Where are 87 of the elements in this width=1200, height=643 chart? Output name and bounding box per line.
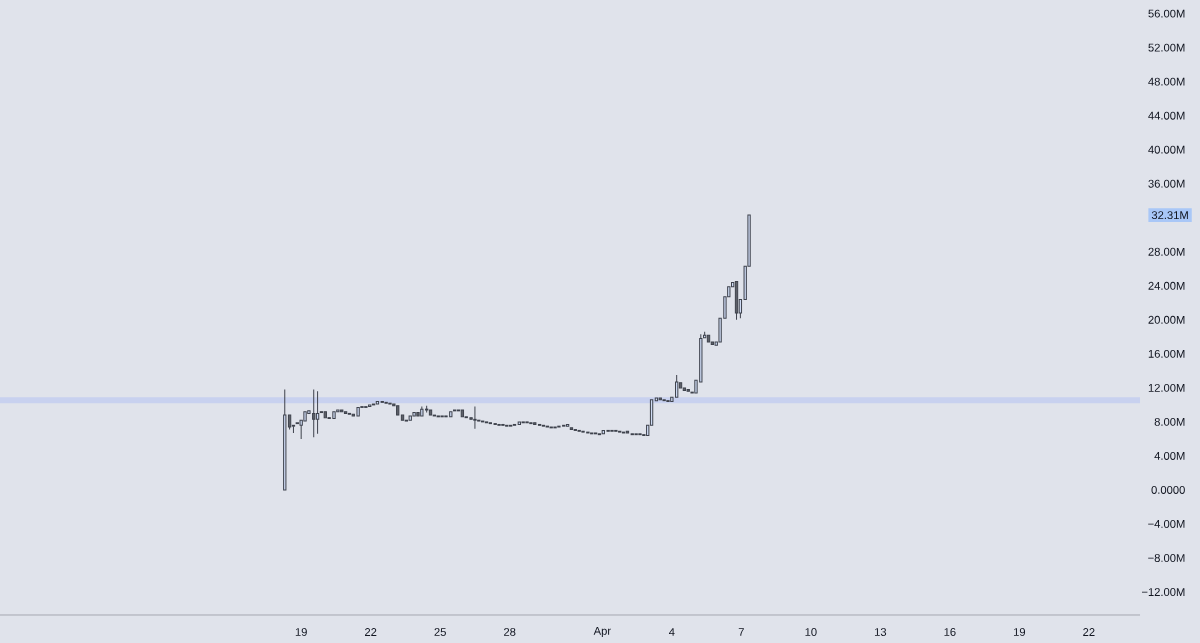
candlestick [323, 411, 327, 419]
x-tick-label: 7 [738, 628, 744, 636]
y-tick-label: 16.00M [1148, 349, 1185, 358]
candlestick [340, 409, 344, 413]
candlestick [577, 429, 581, 432]
x-tick-label: 13 [874, 628, 887, 636]
candlestick [529, 422, 533, 425]
candlestick [537, 423, 542, 426]
candlestick [553, 426, 557, 429]
x-tick-label: 4 [668, 628, 675, 636]
candlestick [384, 401, 388, 404]
x-tick-label: 19 [1013, 628, 1026, 636]
candlestick [545, 425, 549, 428]
x-tick-label: 25 [434, 628, 446, 636]
candlestick [512, 423, 517, 426]
candlestick [541, 424, 546, 427]
candlestick [473, 406, 477, 430]
x-tick-label: 22 [365, 628, 377, 636]
y-tick-label: 44.00M [1148, 111, 1185, 120]
y-tick-label: 48.00M [1148, 77, 1185, 86]
candlestick [703, 331, 707, 339]
candlestick [488, 422, 493, 425]
candlestick [380, 400, 384, 403]
x-tick-label: 28 [504, 628, 516, 636]
candlestick [593, 432, 598, 435]
candlestick [343, 411, 348, 414]
candlestick [295, 422, 299, 425]
candlestick [505, 424, 509, 427]
candlestick [428, 409, 433, 416]
candlestick [388, 402, 392, 405]
candlestick [610, 429, 614, 432]
candlestick [453, 409, 457, 412]
y-tick-label: 20.00M [1148, 315, 1185, 324]
y-tick-label: 24.00M [1148, 281, 1185, 290]
y-tick-label: −12.00M [1141, 588, 1185, 596]
candlestick [734, 281, 739, 321]
candlestick [460, 409, 465, 418]
text: 32.31M [1151, 211, 1188, 220]
y-tick-label: 56.00M [1148, 9, 1185, 18]
candlestick [630, 433, 634, 436]
candlestick [508, 424, 513, 427]
candlestick [706, 334, 711, 343]
y-tick-label: 36.00M [1148, 179, 1185, 188]
candlestick [497, 423, 501, 426]
y-tick-label: −8.00M [1148, 554, 1185, 562]
candlestick [638, 433, 642, 436]
candlestick [625, 430, 630, 434]
candlestick [525, 421, 529, 424]
candlestick [517, 421, 521, 425]
candlestick [303, 411, 307, 422]
x-tick-label: 22 [1083, 628, 1095, 636]
candlestick [347, 412, 352, 415]
candlestick [436, 415, 440, 418]
y-tick-label: −4.00M [1148, 520, 1185, 528]
x-tick-label: 19 [295, 628, 307, 636]
y-tick-label: 4.00M [1154, 451, 1185, 460]
candlestick [412, 412, 416, 417]
candlestick [565, 423, 570, 427]
candlestick [606, 429, 610, 432]
candlestick [501, 423, 505, 426]
y-tick-label: 52.00M [1148, 43, 1185, 52]
candlestick [686, 389, 690, 392]
y-tick-label: 40.00M [1148, 145, 1185, 154]
candlestick [440, 415, 444, 418]
candlestick [597, 433, 602, 436]
y-tick-label: 12.00M [1148, 383, 1185, 392]
candlestick [590, 432, 594, 435]
candlestick [549, 426, 553, 429]
candlestick [569, 427, 574, 431]
candlestick [618, 430, 622, 433]
x-tick-label: 10 [805, 628, 817, 636]
candlestick [408, 415, 412, 421]
candlestick [484, 421, 489, 424]
candlestick [480, 420, 485, 423]
candlestick [614, 429, 618, 432]
candlestick [658, 397, 662, 401]
y-tick-label: 0.0000 [1151, 485, 1185, 494]
y-tick-label: 8.00M [1154, 417, 1185, 426]
candlestick [662, 399, 666, 402]
candlestick [533, 422, 537, 425]
x-tick-label: 16 [944, 628, 956, 636]
candlestick [319, 411, 324, 414]
candlestick [521, 421, 525, 424]
x-tick-label: Apr [593, 626, 611, 638]
candlestick [634, 433, 638, 436]
y-tick-label: 28.00M [1148, 247, 1185, 256]
candlestick [416, 412, 420, 417]
